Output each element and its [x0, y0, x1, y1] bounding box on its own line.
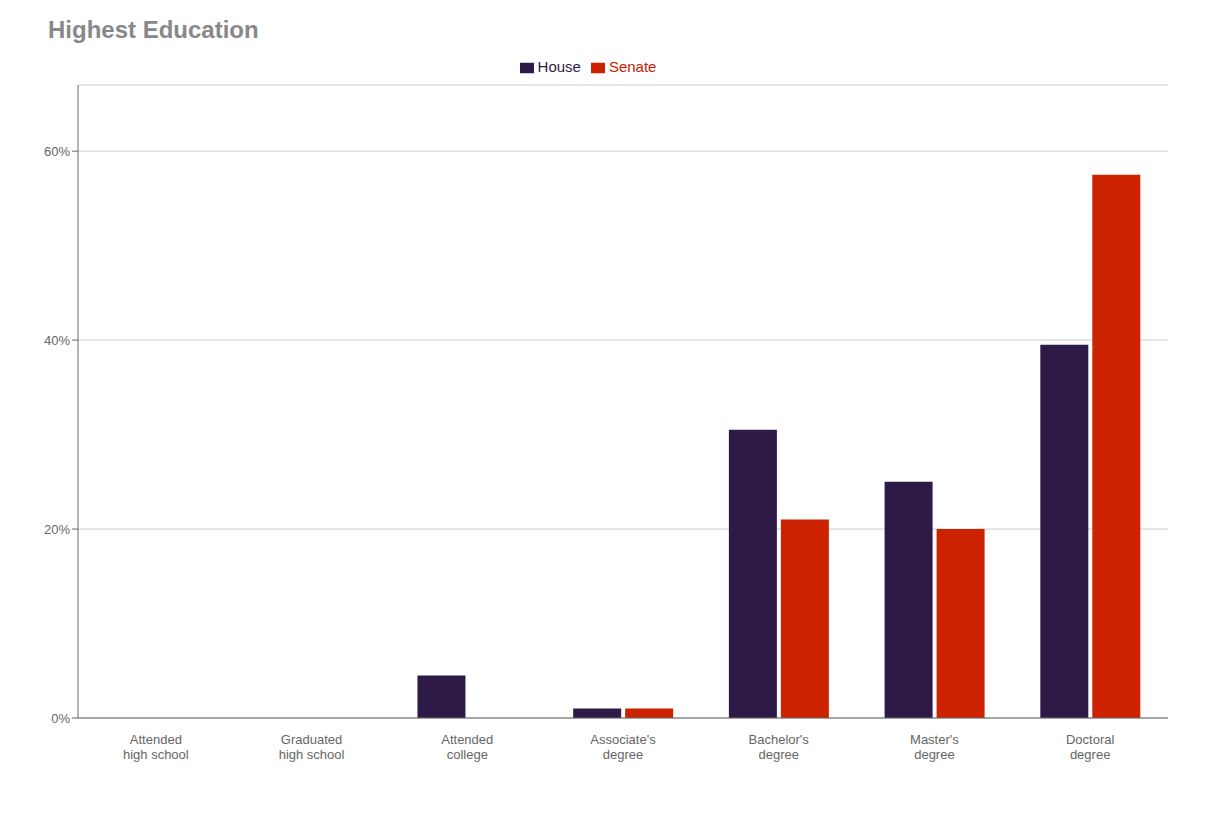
svg-text:Graduatedhigh school: Graduatedhigh school — [279, 732, 345, 763]
html-text:Senate: Senate — [608, 58, 657, 75]
svg-text:40%: 40% — [44, 333, 70, 348]
svg-text:0%: 0% — [51, 711, 70, 726]
html-text:House: House — [537, 58, 581, 75]
svg-text:Attendedcollege: Attendedcollege — [441, 732, 493, 763]
svg-text:Associate'sdegree: Associate'sdegree — [590, 732, 656, 763]
svg-text:Doctoraldegree: Doctoraldegree — [1066, 732, 1115, 763]
svg-text:Master'sdegree: Master'sdegree — [910, 732, 959, 763]
svg-text:Attendedhigh school: Attendedhigh school — [123, 732, 189, 763]
svg-text:60%: 60% — [44, 144, 70, 159]
html-text:Highest Education: Highest Education — [48, 16, 259, 43]
svg-text:20%: 20% — [44, 522, 70, 537]
svg-text:Bachelor'sdegree: Bachelor'sdegree — [749, 732, 810, 763]
